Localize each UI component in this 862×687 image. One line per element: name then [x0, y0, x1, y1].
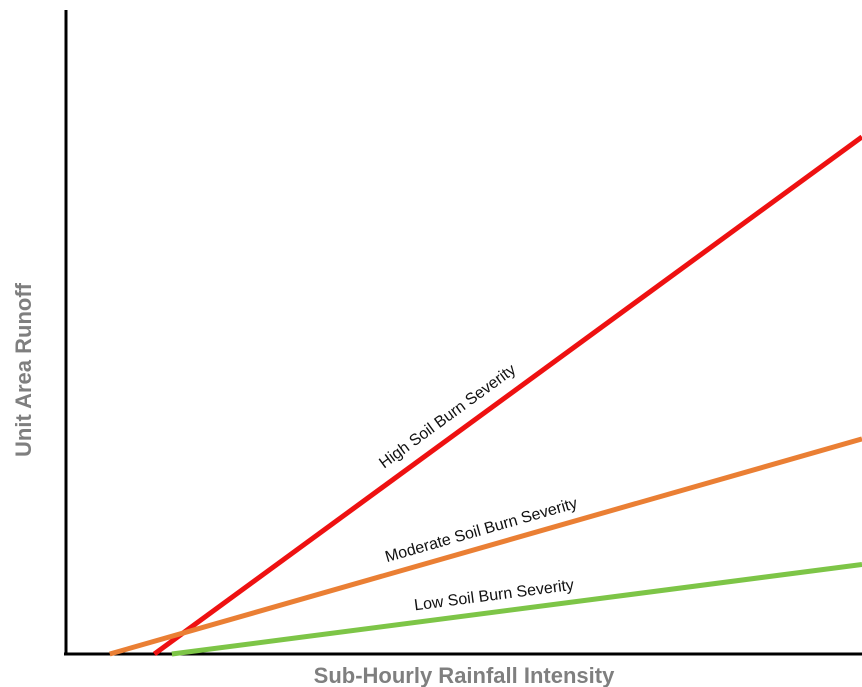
series-label-1: High Soil Burn Severity: [376, 361, 519, 472]
series-label-3: Low Soil Burn Severity: [413, 577, 575, 615]
series-line-1: [152, 134, 862, 657]
x-axis-title: Sub-Hourly Rainfall Intensity: [314, 663, 615, 687]
series-line-3: [171, 562, 862, 657]
y-axis-title: Unit Area Runoff: [11, 282, 36, 457]
series-line-2: [109, 436, 862, 657]
series-layer: [109, 134, 862, 657]
